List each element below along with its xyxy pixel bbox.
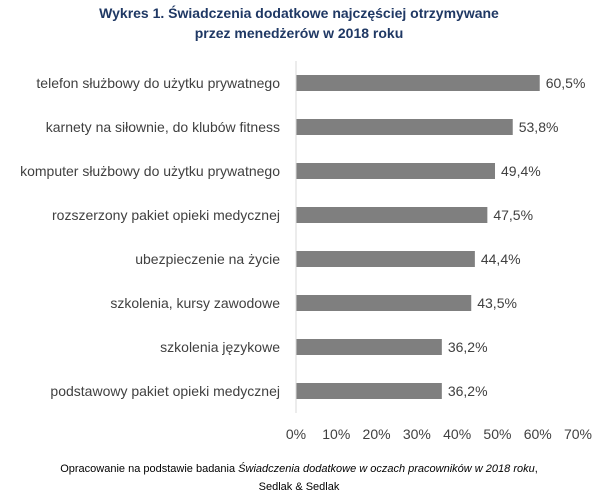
bar — [296, 207, 488, 223]
value-label: 43,5% — [477, 295, 517, 311]
x-tick-label: 20% — [363, 426, 391, 442]
value-label: 60,5% — [546, 75, 586, 91]
category-label: szkolenia, kursy zawodowe — [110, 295, 280, 311]
bars-group: telefon służbowy do użytku prywatnego 60,… — [20, 75, 585, 399]
bar — [296, 75, 540, 91]
x-tick-label: 40% — [443, 426, 471, 442]
bar — [296, 383, 442, 399]
value-label: 36,2% — [448, 383, 488, 399]
x-tick-label: 60% — [524, 426, 552, 442]
x-tick-label: 0% — [286, 426, 306, 442]
x-tick-label: 50% — [483, 426, 511, 442]
source-publisher: Sedlak & Sedlak — [258, 481, 340, 493]
source-study-title: Świadczenia dodatkowe w oczach pracownik… — [238, 463, 535, 475]
chart-title: Wykres 1. Świadczenia dodatkowe najczęśc… — [99, 4, 499, 21]
category-label: telefon służbowy do użytku prywatnego — [36, 75, 280, 91]
bar — [296, 163, 496, 179]
source-prefix: Opracowanie na podstawie badania — [60, 463, 239, 475]
category-label: komputer służbowy do użytku prywatnego — [20, 163, 280, 179]
x-axis-ticks: 0% 10% 20% 30% 40% 50% 60% 70% — [286, 426, 592, 442]
value-label: 53,8% — [519, 119, 559, 135]
category-label: karnety na siłownie, do klubów fitness — [46, 119, 280, 135]
bar — [296, 119, 513, 135]
value-label: 36,2% — [448, 339, 488, 355]
value-label: 44,4% — [481, 251, 521, 267]
category-label: podstawowy pakiet opieki medycznej — [50, 383, 280, 399]
chart-subtitle: przez menedżerów w 2018 roku — [195, 25, 404, 41]
category-label: ubezpieczenie na życie — [135, 251, 280, 267]
source-suffix: , — [534, 463, 538, 475]
category-label: rozszerzony pakiet opieki medycznej — [52, 207, 280, 223]
x-tick-label: 30% — [403, 426, 431, 442]
bar — [296, 251, 475, 267]
bar — [296, 339, 442, 355]
bar — [296, 295, 472, 311]
value-label: 49,4% — [501, 163, 541, 179]
category-label: szkolenia językowe — [160, 339, 280, 355]
source-note: Opracowanie na podstawie badania Świadcz… — [0, 460, 598, 496]
value-label: 47,5% — [493, 207, 533, 223]
x-tick-label: 70% — [564, 426, 592, 442]
x-tick-label: 10% — [322, 426, 350, 442]
